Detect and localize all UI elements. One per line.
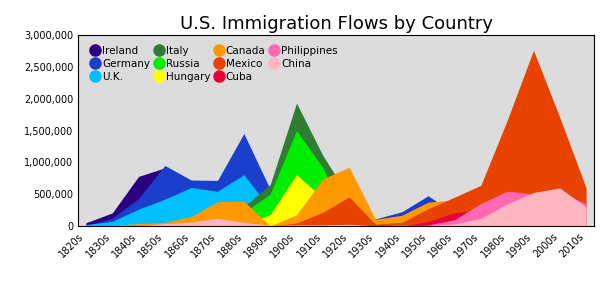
Legend: Ireland, Germany, U.K., Italy, Russia, Hungary, Canada, Mexico, Cuba, Philippine: Ireland, Germany, U.K., Italy, Russia, H…	[88, 42, 342, 86]
Title: U.S. Immigration Flows by Country: U.S. Immigration Flows by Country	[179, 15, 493, 33]
